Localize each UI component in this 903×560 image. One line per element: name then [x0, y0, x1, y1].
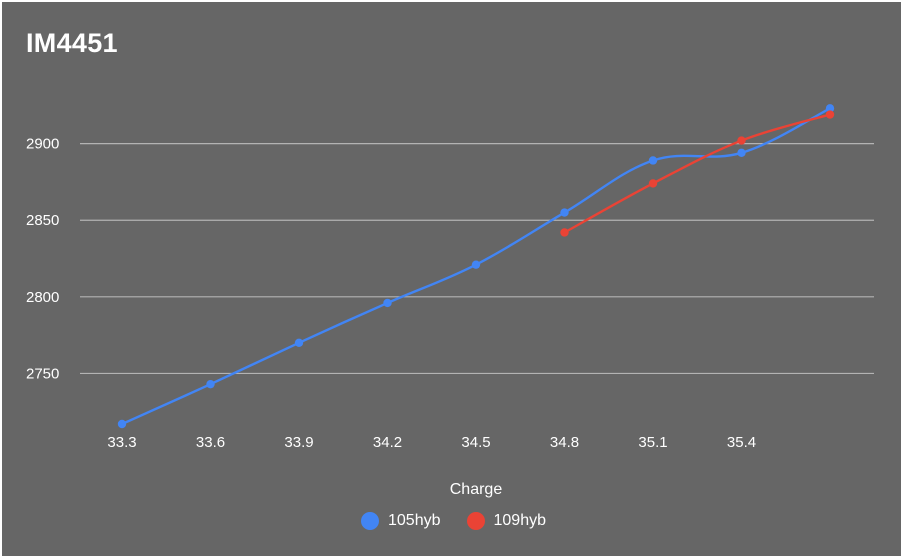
x-tick-label: 33.9	[284, 434, 313, 451]
data-point-105hyb[interactable]	[383, 298, 392, 308]
chart-title: IM4451	[26, 28, 118, 58]
series-points	[117, 104, 835, 429]
data-point-105hyb[interactable]	[825, 104, 835, 113]
gridlines	[80, 143, 874, 375]
y-tick-label: 2850	[26, 212, 59, 229]
data-point-105hyb[interactable]	[117, 419, 127, 429]
data-point-109hyb[interactable]	[737, 136, 746, 145]
x-axis-title: Charge	[450, 481, 503, 498]
series-line-109hyb	[563, 113, 832, 234]
x-tick-label: 35.1	[638, 434, 667, 451]
legend-swatch	[466, 512, 485, 530]
x-tick-label: 34.2	[373, 434, 402, 451]
data-point-105hyb[interactable]	[471, 260, 481, 269]
x-tick-label: 34.5	[461, 434, 490, 451]
x-tick-label: 35.4	[727, 434, 756, 451]
y-tick-label: 2750	[26, 365, 59, 382]
legend-label: 105hyb	[388, 512, 441, 529]
legend-item-105hyb[interactable]: 105hyb	[361, 512, 441, 530]
x-tick-label: 33.3	[107, 434, 136, 451]
data-point-109hyb[interactable]	[825, 110, 835, 119]
y-tick-labels: 2750 2800 2850 2900	[26, 136, 59, 383]
data-point-105hyb[interactable]	[560, 208, 569, 217]
legend: 105hyb 109hyb	[2, 512, 903, 530]
data-point-109hyb[interactable]	[648, 179, 658, 188]
x-tick-labels: 33.3 33.6 33.9 34.2 34.5 34.8 35.1 35.4	[107, 434, 756, 451]
x-tick-label: 33.6	[196, 434, 225, 451]
data-point-105hyb[interactable]	[648, 156, 658, 165]
data-point-105hyb[interactable]	[737, 148, 746, 158]
data-point-109hyb[interactable]	[560, 228, 569, 237]
y-tick-label: 2900	[26, 136, 59, 153]
legend-swatch	[361, 512, 379, 530]
data-point-105hyb[interactable]	[294, 338, 304, 347]
y-tick-label: 2800	[26, 289, 59, 306]
data-point-105hyb[interactable]	[206, 379, 215, 389]
x-tick-label: 34.8	[550, 434, 579, 451]
legend-label: 109hyb	[493, 512, 547, 529]
legend-item-109hyb[interactable]: 109hyb	[466, 512, 547, 530]
